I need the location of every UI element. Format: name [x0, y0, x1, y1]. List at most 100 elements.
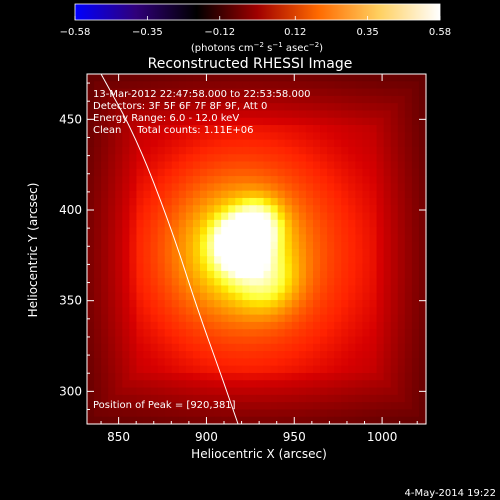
heatmap-cell: [185, 183, 194, 192]
heatmap-cell: [115, 81, 123, 90]
heatmap-cell: [298, 88, 307, 97]
heatmap-cell: [150, 278, 159, 287]
colorbar-ticks: −0.58 −0.35 −0.12 0.12 0.35 0.58: [60, 16, 451, 38]
heatmap-cell: [277, 314, 286, 323]
heatmap-cell: [101, 409, 109, 418]
heatmap-cell: [122, 117, 130, 126]
heatmap-cell: [143, 329, 152, 338]
heatmap-cell: [334, 416, 342, 425]
heatmap-cell: [369, 95, 378, 104]
heatmap-cell: [376, 402, 385, 411]
heatmap-cell: [94, 409, 102, 418]
heatmap-cell: [122, 365, 130, 374]
heatmap-cell: [242, 343, 251, 352]
heatmap-cell: [334, 380, 342, 389]
heatmap-cell: [404, 161, 413, 170]
heatmap-cell: [397, 358, 406, 367]
heatmap-cell: [313, 88, 321, 97]
heatmap-cell: [313, 234, 321, 243]
heatmap-cell: [122, 241, 130, 250]
heatmap-cell: [185, 402, 194, 411]
heatmap-cell: [390, 176, 399, 184]
heatmap-cell: [334, 314, 342, 323]
heatmap-cell: [157, 387, 166, 396]
heatmap-cell: [157, 314, 166, 323]
heatmap-cell: [94, 336, 102, 345]
heatmap-cell: [157, 103, 166, 112]
heatmap-cell: [221, 307, 229, 316]
heatmap-cell: [185, 161, 194, 170]
heatmap-cell: [263, 321, 272, 330]
heatmap-cell: [221, 190, 229, 199]
heatmap-cell: [185, 95, 194, 104]
heatmap-cell: [171, 292, 180, 301]
heatmap-cell: [355, 190, 364, 199]
heatmap-cell: [214, 409, 222, 418]
heatmap-cell: [369, 300, 378, 308]
heatmap-cell: [185, 336, 194, 345]
heatmap-cell: [270, 197, 279, 206]
heatmap-cell: [270, 351, 279, 359]
heatmap-cell: [94, 343, 102, 352]
heatmap-cell: [221, 117, 229, 126]
heatmap-cell: [277, 154, 286, 163]
heatmap-cell: [341, 168, 349, 177]
heatmap-cell: [249, 132, 258, 141]
heatmap-cell: [207, 278, 215, 287]
heatmap-cell: [341, 402, 349, 411]
heatmap-cell: [115, 351, 123, 359]
heatmap-cell: [404, 307, 413, 316]
heatmap-cell: [122, 358, 130, 367]
heatmap-cell: [150, 212, 159, 221]
heatmap-cell: [214, 394, 222, 403]
heatmap-cell: [200, 402, 208, 411]
heatmap-cell: [334, 270, 342, 279]
heatmap-cell: [207, 321, 215, 330]
heatmap-cell: [284, 387, 293, 396]
heatmap-cell: [122, 387, 130, 396]
heatmap-cell: [87, 81, 95, 90]
heatmap-cell: [228, 321, 236, 330]
heatmap-cell: [390, 307, 399, 316]
heatmap-cell: [404, 81, 413, 90]
heatmap-cell: [171, 117, 180, 126]
heatmap-cell: [418, 329, 427, 338]
heatmap-cell: [214, 314, 222, 323]
colorbar-tick-label: 0.12: [284, 27, 306, 38]
heatmap-cell: [404, 74, 413, 82]
heatmap-cell: [192, 110, 201, 119]
heatmap-cell: [376, 212, 385, 221]
heatmap-cell: [164, 88, 173, 97]
heatmap-cell: [277, 110, 286, 119]
heatmap-cell: [284, 321, 293, 330]
heatmap-cell: [150, 394, 159, 403]
heatmap-cell: [207, 387, 215, 396]
heatmap-cell: [171, 249, 180, 257]
heatmap-cell: [249, 125, 258, 133]
heatmap-cell: [207, 365, 215, 374]
heatmap-cell: [235, 132, 243, 141]
heatmap-cell: [305, 314, 314, 323]
heatmap-cell: [228, 227, 236, 236]
heatmap-cell: [192, 292, 201, 301]
heatmap-cell: [207, 95, 215, 104]
heatmap-cell: [249, 416, 258, 425]
heatmap-cell: [101, 380, 109, 389]
heatmap-cell: [263, 212, 272, 221]
heatmap-cell: [178, 95, 187, 104]
heatmap-cell: [178, 146, 187, 155]
heatmap-cell: [129, 95, 138, 104]
heatmap-cell: [263, 168, 272, 177]
heatmap-cell: [221, 132, 229, 141]
heatmap-cell: [221, 95, 229, 104]
heatmap-cell: [94, 402, 102, 411]
heatmap-cell: [298, 365, 307, 374]
heatmap-cell: [383, 125, 392, 133]
heatmap-cell: [235, 292, 243, 301]
heatmap-cell: [136, 227, 145, 236]
heatmap-cell: [157, 146, 166, 155]
heatmap-cell: [101, 358, 109, 367]
heatmap-cell: [263, 95, 272, 104]
heatmap-cell: [242, 88, 251, 97]
heatmap-cell: [383, 168, 392, 177]
